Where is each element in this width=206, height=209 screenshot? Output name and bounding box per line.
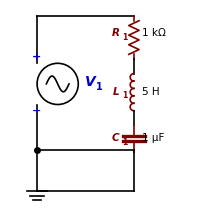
Text: −: − bbox=[31, 106, 41, 116]
Text: L: L bbox=[113, 87, 119, 97]
Text: V: V bbox=[84, 75, 95, 89]
Text: 1: 1 bbox=[123, 91, 128, 100]
Text: +: + bbox=[32, 52, 41, 62]
Text: 1: 1 bbox=[123, 33, 128, 42]
Text: 1: 1 bbox=[123, 138, 128, 147]
Text: 1 kΩ: 1 kΩ bbox=[142, 28, 166, 38]
Text: 1: 1 bbox=[96, 82, 103, 92]
Text: R: R bbox=[111, 28, 119, 38]
Text: 5 H: 5 H bbox=[142, 87, 160, 97]
Text: 1 μF: 1 μF bbox=[142, 134, 165, 144]
Text: C: C bbox=[112, 134, 119, 144]
